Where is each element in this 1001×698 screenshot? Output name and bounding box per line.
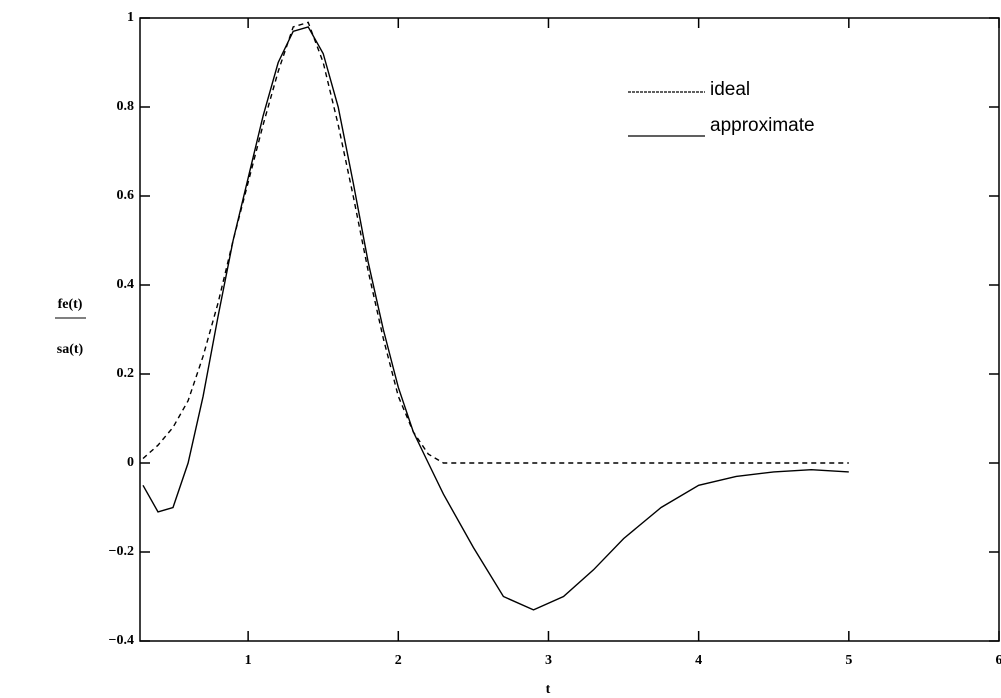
chart: fe(t) sa(t) t −0.4 −0.2 0 0.2 0.4 0.6 0.8 1 1 2 3 4… [0, 0, 1001, 698]
x-tick-label: 4 [695, 653, 702, 668]
y-axis-label: fe(t) [58, 297, 83, 312]
y-tick-label: 0.6 [117, 188, 135, 203]
x-tick-label: 6 [996, 653, 1001, 668]
x-tick-label: 5 [845, 653, 852, 668]
y-tick-label: 0.2 [117, 366, 135, 381]
y-tick-label: 0 [127, 455, 134, 470]
x-tick-label: 2 [395, 653, 402, 668]
x-tick-label: 3 [545, 653, 552, 668]
legend-label: approximate [710, 115, 815, 136]
plot-frame [140, 18, 999, 641]
legend-label: ideal [710, 79, 750, 100]
y-tick-label: 1 [127, 10, 134, 25]
y-tick-label: 0.4 [117, 277, 135, 292]
y-axis-label: sa(t) [57, 342, 84, 357]
y-tick-label: 0.8 [117, 99, 135, 114]
x-axis-label: t [546, 682, 551, 697]
y-tick-label: −0.4 [109, 633, 134, 648]
y-tick-label: −0.2 [109, 544, 134, 559]
x-tick-label: 1 [245, 653, 252, 668]
